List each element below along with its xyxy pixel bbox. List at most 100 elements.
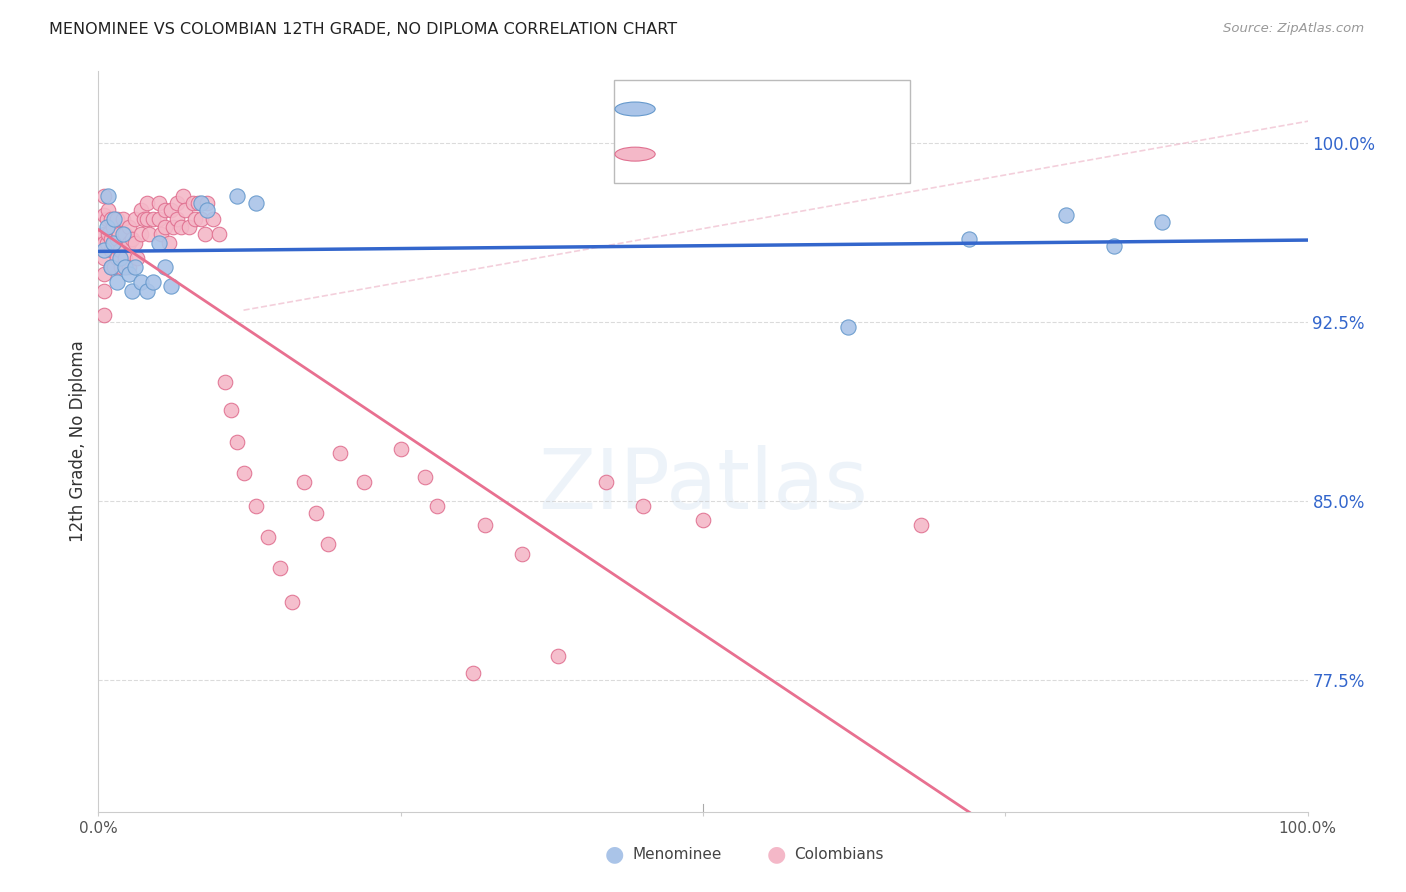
Point (134, 212, 156, 227)
Point (93, 188, 115, 202)
Point (93, 244, 115, 258)
Point (256, 530, 278, 544)
Text: Colombians: Colombians (794, 847, 884, 862)
Point (316, 537, 339, 551)
Point (97, 202, 120, 217)
Point (150, 227, 173, 241)
Point (96, 236, 118, 251)
Text: R =: R = (661, 100, 696, 118)
Point (135, 284, 157, 298)
Point (226, 434, 249, 449)
Point (111, 212, 134, 227)
Point (93, 227, 115, 241)
Point (202, 212, 225, 227)
Point (160, 279, 183, 293)
Point (166, 212, 188, 227)
Point (121, 284, 143, 298)
Point (108, 251, 131, 265)
Circle shape (614, 102, 655, 116)
Point (97, 227, 120, 241)
Point (281, 594, 304, 608)
Point (93, 268, 115, 282)
Point (353, 475, 375, 490)
Point (245, 499, 267, 513)
Point (179, 219, 201, 234)
Point (129, 227, 152, 241)
Point (100, 260, 122, 275)
Point (100, 212, 122, 227)
Text: ●: ● (605, 845, 624, 864)
Point (305, 506, 328, 520)
Point (124, 236, 146, 251)
Text: N =: N = (792, 100, 828, 118)
Point (181, 195, 204, 210)
Point (463, 666, 485, 681)
Point (184, 212, 207, 227)
Point (195, 195, 218, 210)
Point (135, 195, 157, 210)
Point (108, 227, 131, 241)
Point (142, 212, 165, 227)
Point (413, 470, 436, 484)
Text: MENOMINEE VS COLOMBIAN 12TH GRADE, NO DIPLOMA CORRELATION CHART: MENOMINEE VS COLOMBIAN 12TH GRADE, NO DI… (49, 22, 678, 37)
Point (114, 251, 136, 265)
Point (93, 284, 115, 298)
Point (153, 260, 176, 275)
Point (114, 260, 136, 275)
Point (105, 212, 128, 227)
Point (172, 188, 194, 202)
Text: Menominee: Menominee (633, 847, 723, 862)
Point (160, 202, 183, 217)
Point (547, 649, 569, 664)
Point (957, 231, 980, 245)
Point (153, 219, 176, 234)
Point (148, 195, 170, 210)
Point (129, 275, 152, 289)
Circle shape (614, 147, 655, 161)
Point (292, 475, 315, 490)
Point (595, 475, 617, 490)
Point (105, 275, 128, 289)
Point (1054, 208, 1077, 222)
Point (208, 227, 231, 241)
Point (103, 212, 125, 227)
Point (118, 268, 141, 282)
Point (142, 275, 165, 289)
Point (114, 227, 136, 241)
Point (111, 227, 134, 241)
Text: Source: ZipAtlas.com: Source: ZipAtlas.com (1223, 22, 1364, 36)
Point (910, 518, 932, 533)
Point (837, 319, 859, 334)
Text: 0.213: 0.213 (704, 145, 762, 163)
Point (118, 260, 141, 275)
Point (226, 188, 249, 202)
Point (474, 518, 496, 533)
Point (1102, 238, 1125, 252)
Point (269, 561, 291, 575)
Point (232, 466, 254, 480)
Point (194, 227, 217, 241)
Point (153, 202, 176, 217)
Point (157, 236, 180, 251)
Point (148, 236, 170, 251)
Text: 88: 88 (830, 145, 855, 163)
Point (100, 244, 122, 258)
Point (96, 212, 118, 227)
Point (190, 195, 212, 210)
Point (100, 260, 122, 275)
Text: 26: 26 (830, 100, 855, 118)
Point (148, 212, 170, 227)
Point (138, 227, 160, 241)
Point (214, 375, 236, 389)
Point (96, 219, 118, 234)
Point (426, 499, 449, 513)
Point (110, 260, 132, 275)
Point (162, 219, 184, 234)
Point (174, 202, 197, 217)
Text: ZIPatlas: ZIPatlas (538, 445, 868, 526)
Point (127, 251, 149, 265)
Point (93, 236, 115, 251)
Point (169, 219, 191, 234)
Point (121, 231, 143, 245)
Point (93, 251, 115, 265)
